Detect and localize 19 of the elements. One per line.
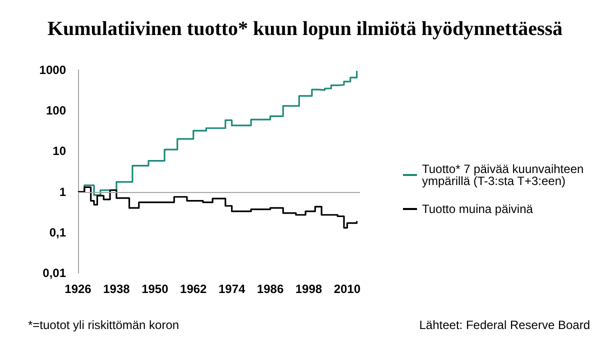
y-tick-label: 10 <box>52 144 66 158</box>
y-tick-label: 1 <box>59 184 66 199</box>
legend-label: Tuotto* 7 päivää kuunvaihteen ympärillä (T-3:sta T+3:een) <box>422 162 588 188</box>
y-tick-label: 1000 <box>39 63 66 77</box>
y-tick-label: 100 <box>46 104 66 118</box>
x-tick-label: 1926 <box>64 282 92 296</box>
x-tick-label: 1986 <box>256 282 284 296</box>
y-tick-label: 0,01 <box>42 266 66 280</box>
legend-label: Tuotto muina päivinä <box>422 202 534 216</box>
y-tick-label: 0,1 <box>49 225 66 240</box>
x-tick-label: 1938 <box>103 282 130 296</box>
x-tick-label: 1950 <box>142 282 169 296</box>
x-tick-label: 2010 <box>334 282 361 296</box>
text: Lähteet: Federal Reserve Board <box>419 318 590 332</box>
x-tick-label: 1974 <box>218 282 246 296</box>
x-tick-label: 1998 <box>295 282 322 296</box>
x-tick-label: 1962 <box>180 282 208 296</box>
chart-title: Kumulatiivinen tuotto* kuun lopun ilmiötä hyödynnettäessä <box>47 18 563 40</box>
text: *=tuotot yli riskittömän koron <box>28 318 180 332</box>
